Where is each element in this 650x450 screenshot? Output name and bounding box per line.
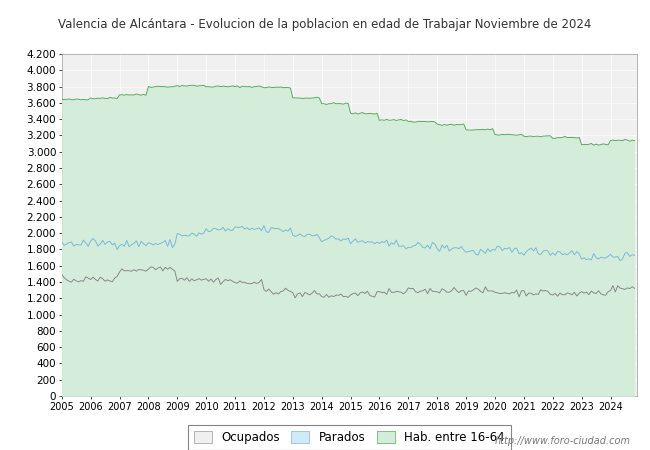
Text: http://www.foro-ciudad.com: http://www.foro-ciudad.com [495,436,630,446]
Legend: Ocupados, Parados, Hab. entre 16-64: Ocupados, Parados, Hab. entre 16-64 [188,425,511,450]
Text: Valencia de Alcántara - Evolucion de la poblacion en edad de Trabajar Noviembre : Valencia de Alcántara - Evolucion de la … [58,18,592,31]
